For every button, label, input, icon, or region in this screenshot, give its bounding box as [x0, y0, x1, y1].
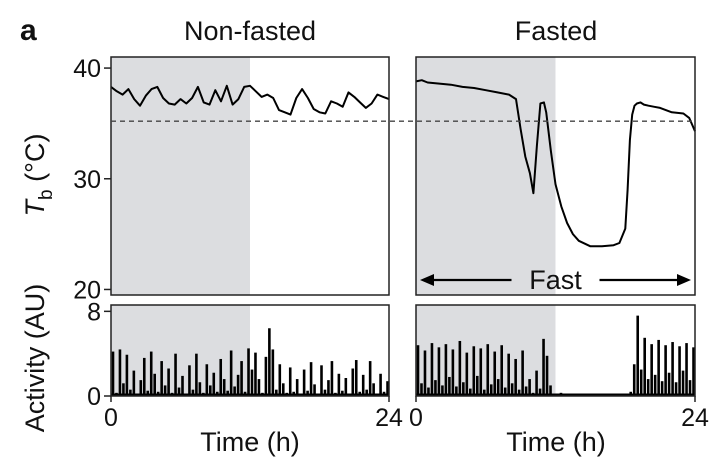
- tb-nonfasted-frame: [110, 56, 390, 296]
- activity-nonfasted-ytick-label: 8: [87, 298, 101, 326]
- tb-nonfasted-dark-period-shade: [111, 57, 250, 295]
- title-fasted: Fasted: [515, 16, 598, 46]
- activity-nonfasted-frame: [110, 304, 390, 397]
- xlabel-nonfasted: Time (h): [200, 427, 300, 457]
- title-nonfasted: Non-fasted: [184, 16, 316, 46]
- tb-fasted-tb-trace: [415, 79, 696, 248]
- tb-nonfasted-ytick-label: 30: [73, 166, 101, 194]
- tb-nonfasted-ytick-label: 40: [73, 55, 101, 83]
- fast-annotation: Fast: [420, 265, 691, 295]
- tb-axis-space: [20, 182, 50, 190]
- activity-fasted-dark-period-shade: [416, 305, 556, 396]
- tb-nonfasted-panel: 20 30 40: [73, 55, 390, 304]
- tb-axis-label: Tb (°C): [20, 134, 57, 217]
- tb-axis-symbol: T: [20, 197, 50, 216]
- tb-fasted-dark-period-shade: [416, 57, 556, 295]
- tb-fasted-panel: [415, 56, 696, 296]
- fast-arrowhead-right: [677, 274, 691, 286]
- tb-fasted-frame: [415, 56, 696, 296]
- xlabel-fasted: Time (h): [506, 427, 606, 457]
- tb-axis-unit: (°C): [20, 134, 50, 182]
- fast-arrowhead-left: [420, 274, 434, 286]
- activity-nonfasted-dark-period-shade: [111, 305, 250, 396]
- activity-fasted-xtick-label: 24: [681, 404, 709, 432]
- activity-nonfasted-panel: 0 8 0 24: [87, 298, 403, 432]
- activity-fasted-panel: 0 24: [409, 304, 709, 432]
- activity-axis-label: Activity (AU): [20, 284, 50, 433]
- panel-letter: a: [20, 14, 37, 47]
- tb-axis-subscript: b: [36, 189, 57, 200]
- tb-nonfasted-ytick-label: 20: [73, 276, 101, 304]
- activity-nonfasted-xtick-label: 24: [375, 404, 403, 432]
- tb-nonfasted-tb-trace: [110, 84, 390, 116]
- activity-fasted-xtick-label: 0: [409, 404, 423, 432]
- activity-nonfasted-ytick-label: 0: [87, 383, 101, 411]
- activity-fasted-frame: [415, 304, 696, 397]
- activity-nonfasted-xtick-label: 0: [104, 404, 118, 432]
- fast-label: Fast: [529, 265, 582, 295]
